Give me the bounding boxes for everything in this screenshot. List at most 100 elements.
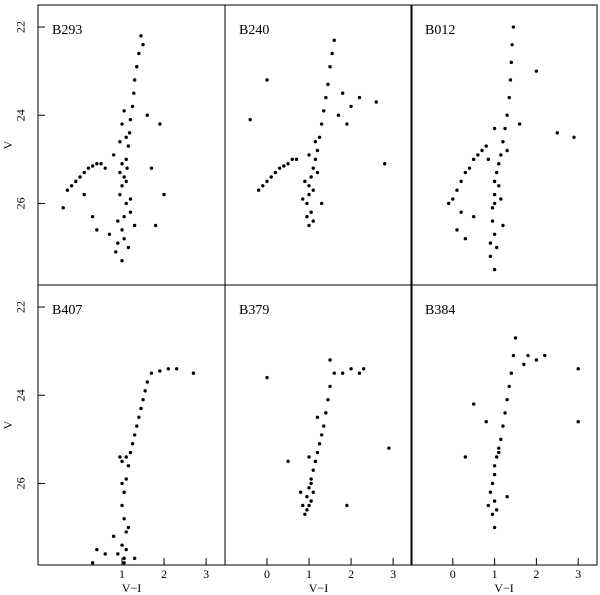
star-point [492,472,497,477]
star-point [488,241,493,245]
star-point [95,162,99,166]
star-point [135,424,139,428]
star-point [122,556,126,561]
panel-title: B240 [239,23,269,38]
star-point [315,148,320,153]
star-point [128,197,133,201]
star-point [492,179,497,184]
star-point [286,459,290,464]
star-point [120,228,124,232]
panel-frame [224,4,413,286]
star-point [480,148,484,153]
star-point [256,188,261,192]
star-point [265,375,269,380]
star-point [307,153,311,157]
star-point [494,245,499,250]
star-point [145,113,149,117]
star-point [174,367,179,371]
star-point [122,561,126,565]
star-point [455,188,459,192]
star-point [467,166,472,170]
panel-title: B407 [52,303,82,318]
star-point [322,109,326,113]
star-point [509,371,514,375]
star-point [126,245,131,250]
star-point [507,95,511,100]
star-point [501,424,505,428]
star-point [319,433,324,437]
star-point [149,371,154,375]
star-point [307,486,311,490]
star-point [90,164,95,168]
star-point [78,175,82,179]
star-point [319,122,324,126]
star-point [349,367,353,371]
star-point [126,464,131,468]
star-point [501,139,505,144]
star-point [130,442,135,446]
star-point [124,179,128,184]
star-point [309,481,313,486]
star-point [497,446,501,450]
star-point [132,433,137,437]
star-point [124,455,128,459]
star-point [357,95,362,100]
star-point [446,201,451,206]
star-point [116,219,120,223]
star-point [490,206,495,210]
star-point [322,424,326,428]
star-point [90,214,95,219]
star-point [128,117,133,122]
star-point [120,481,124,486]
star-point [122,490,126,494]
star-point [492,192,497,197]
star-point [122,517,126,521]
star-point [166,367,170,371]
star-point [494,170,499,175]
y-axis-label: V [1,420,15,429]
star-point [324,95,328,100]
star-point [309,210,313,214]
star-point [526,353,530,358]
star-point [315,450,320,455]
star-point [576,367,580,371]
star-point [484,144,488,148]
star-point [298,490,303,494]
star-point [309,499,313,503]
x-axis-label: V−I [309,581,328,595]
star-point [69,184,74,188]
panel-frame [37,284,226,566]
y-tick-label: 22 [14,301,28,313]
star-point [128,450,133,455]
star-point [137,51,141,56]
star-point [114,250,118,254]
star-point [326,397,330,402]
star-point [349,104,353,109]
star-point [345,122,349,126]
star-point [120,459,124,464]
star-point [497,184,501,188]
star-point [273,170,278,175]
star-point [492,499,497,503]
star-point [471,402,476,406]
star-point [499,197,503,201]
star-point [132,223,137,228]
star-point [124,135,128,139]
star-point [153,223,158,228]
star-point [130,104,135,109]
panel-frame [224,284,413,566]
star-point [122,175,126,179]
star-point [534,69,539,73]
star-point [139,406,143,411]
star-point [494,455,499,459]
star-point [120,122,124,126]
star-point [305,201,309,206]
star-point [99,162,103,166]
star-point [543,353,547,358]
star-point [499,437,503,442]
star-point [120,184,124,188]
star-point [122,214,126,219]
star-point [248,117,252,122]
star-point [128,210,133,214]
star-point [116,552,120,556]
